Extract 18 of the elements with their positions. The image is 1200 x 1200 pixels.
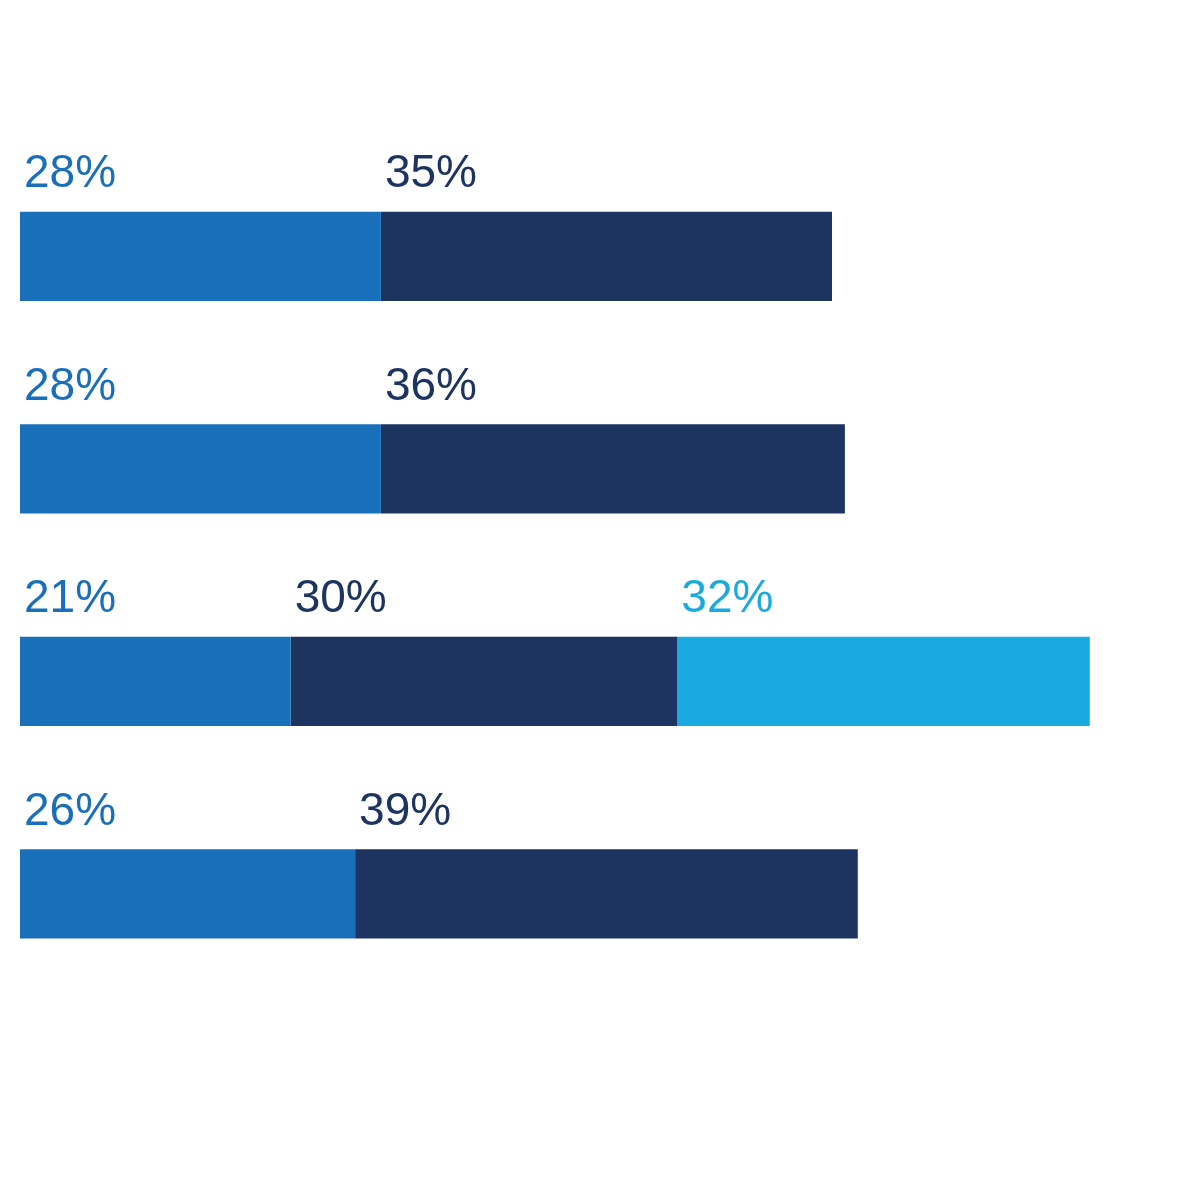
bar xyxy=(20,849,356,939)
data-label: 26% xyxy=(24,782,117,835)
data-label: 21% xyxy=(24,570,117,623)
bar xyxy=(677,636,1090,726)
bar xyxy=(20,424,381,514)
data-label: 39% xyxy=(359,782,452,835)
data-label: 30% xyxy=(294,570,387,623)
bar xyxy=(290,636,678,726)
bar xyxy=(20,636,291,726)
bar xyxy=(380,211,832,301)
bar xyxy=(380,424,845,514)
data-label: 32% xyxy=(681,570,774,623)
bar xyxy=(355,849,858,939)
bar xyxy=(20,211,381,301)
data-label: 36% xyxy=(384,357,477,410)
data-label: 28% xyxy=(24,357,117,410)
data-label: 35% xyxy=(384,145,477,198)
data-label: 28% xyxy=(24,145,117,198)
